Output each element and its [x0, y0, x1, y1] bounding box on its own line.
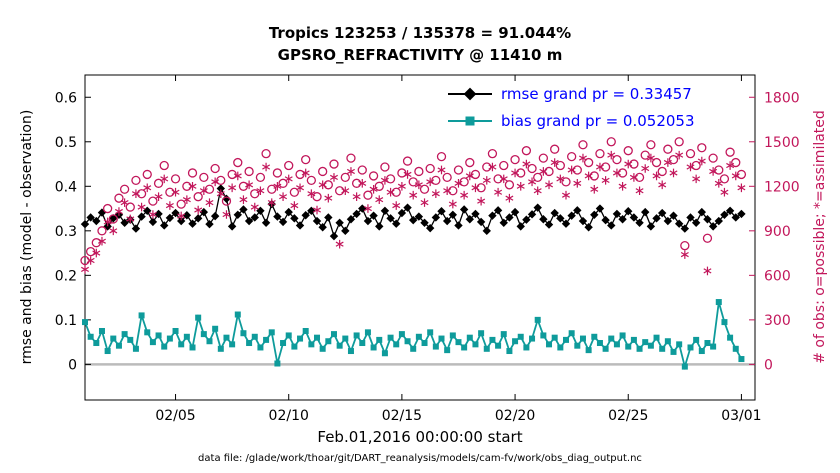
right-tick-label: 0 — [764, 357, 773, 373]
x-tick-label: 03/01 — [721, 408, 761, 424]
left-tick-label: 0.2 — [55, 268, 77, 284]
x-tick-label: 02/25 — [608, 408, 648, 424]
chart-title-line1: Tropics 123253 / 135378 = 91.044% — [268, 24, 572, 42]
possible-series — [80, 137, 747, 266]
right-axis-label: # of obs: o=possible; *=assimilated — [812, 110, 828, 364]
legend-square-icon — [465, 116, 475, 125]
chart-legend: rmse grand pr = 0.33457 bias grand pr = 0… — [448, 80, 695, 134]
right-tick-label: 1500 — [764, 135, 800, 151]
x-tick-label: 02/15 — [382, 408, 422, 424]
left-tick-label: 0.5 — [55, 135, 77, 151]
bias-series — [82, 299, 745, 370]
x-tick-label: 02/05 — [155, 408, 195, 424]
right-axis-ticks: 0 300 600 900 1200 1500 1800 — [749, 90, 800, 373]
left-axis-ticks: 0 0.1 0.2 0.3 0.4 0.5 0.6 — [55, 90, 91, 373]
chart-title-line2: GPSRO_REFRACTIVITY @ 11410 m — [277, 46, 563, 64]
legend-label: rmse grand pr = 0.33457 — [501, 84, 692, 103]
right-tick-label: 1200 — [764, 179, 800, 195]
legend-label: bias grand pr = 0.052053 — [501, 111, 695, 130]
legend-item-diamond: rmse grand pr = 0.33457 — [448, 80, 695, 107]
x-axis-label: Feb.01,2016 00:00:00 start — [317, 428, 523, 446]
right-tick-label: 1800 — [764, 90, 800, 106]
left-tick-label: 0.3 — [55, 224, 77, 240]
right-tick-label: 600 — [764, 268, 791, 284]
left-tick-label: 0.6 — [55, 90, 77, 106]
legend-item-square: bias grand pr = 0.052053 — [448, 107, 695, 134]
right-tick-label: 900 — [764, 224, 791, 240]
plot-box — [84, 74, 756, 401]
left-tick-label: 0 — [68, 357, 77, 373]
assimilated-series — [81, 150, 746, 276]
legend-diamond-icon — [463, 87, 477, 100]
x-tick-label: 02/10 — [269, 408, 309, 424]
x-axis-ticks: 02/05 02/10 02/15 02/20 02/25 03/01 — [155, 75, 762, 424]
right-tick-label: 300 — [764, 313, 791, 329]
legend-line-sample — [448, 87, 492, 100]
x-tick-label: 02/20 — [495, 408, 535, 424]
left-tick-label: 0.4 — [55, 179, 77, 195]
rmse-series — [80, 184, 746, 241]
data-file-caption: data file: /glade/work/thoar/git/DART_re… — [198, 453, 642, 464]
left-axis-label: rmse and bias (model - observation) — [19, 109, 35, 365]
left-tick-label: 0.1 — [55, 313, 77, 329]
legend-line-sample — [448, 116, 492, 125]
